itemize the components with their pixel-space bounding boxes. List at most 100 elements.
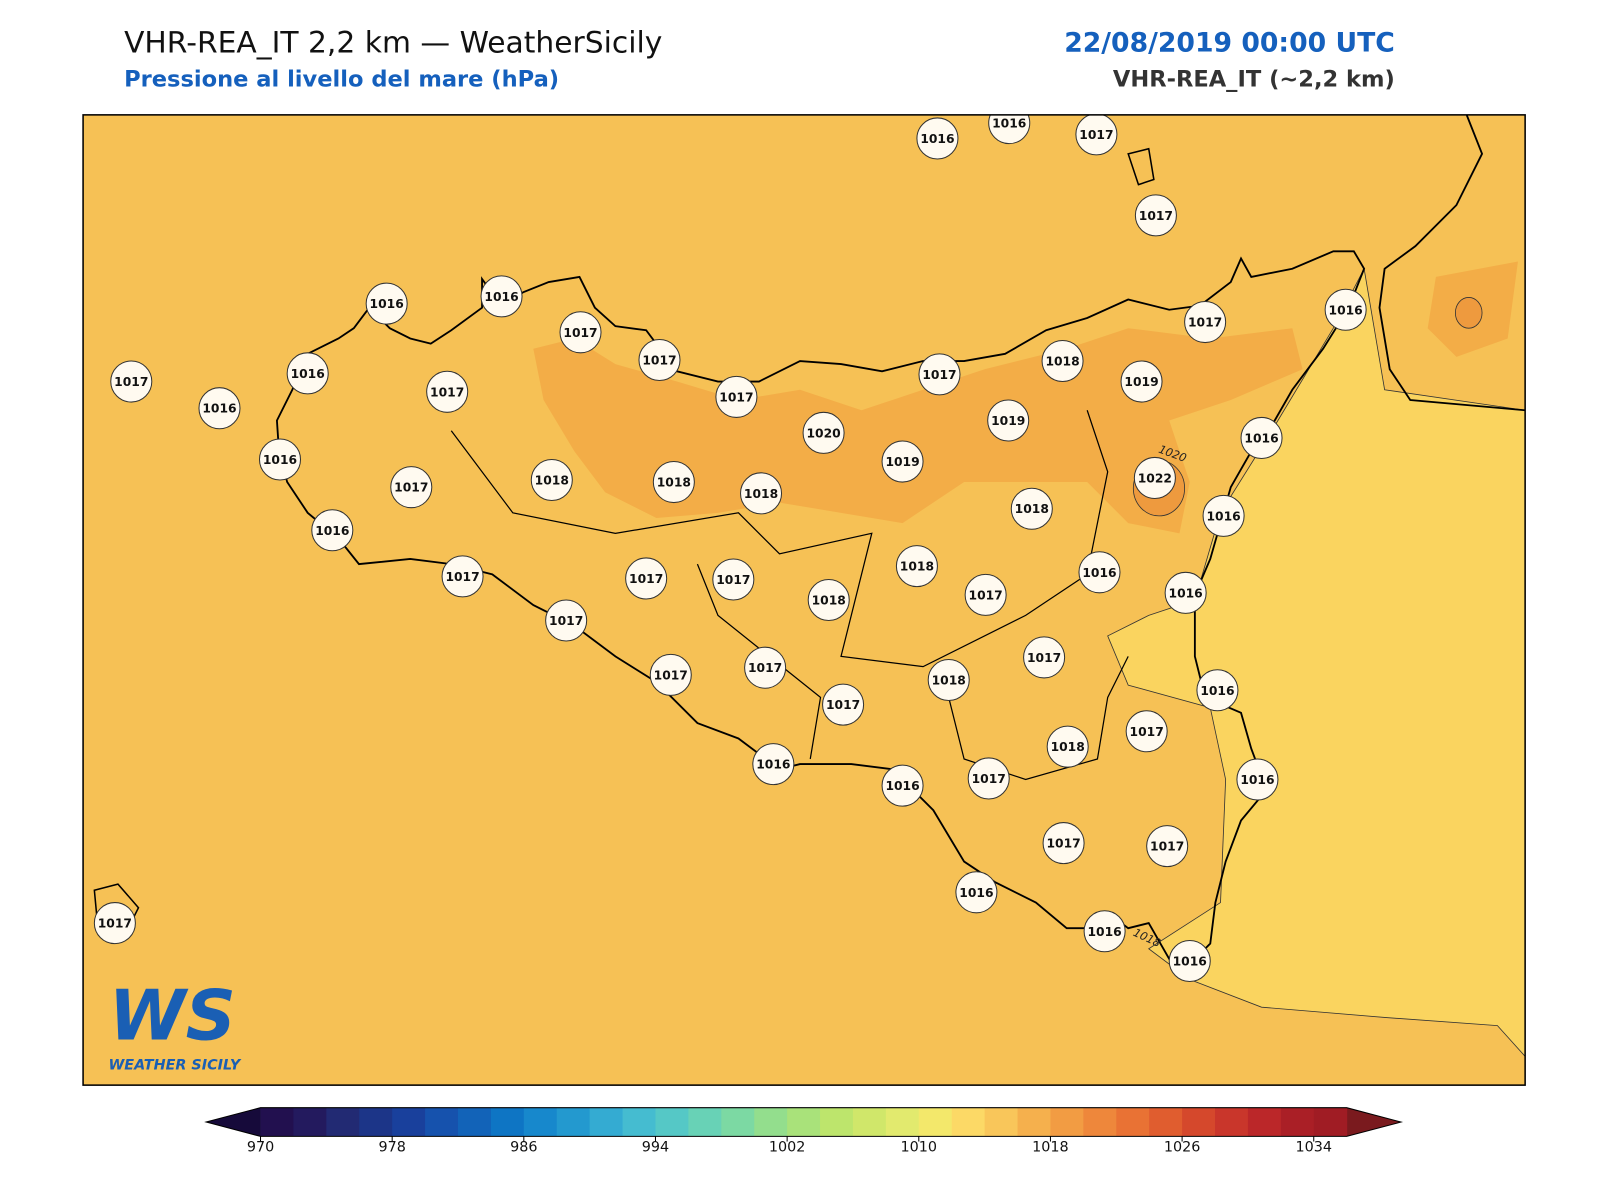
station-value: 1022 [1138,471,1172,485]
colorbar-tick-label: 1002 [769,1140,806,1156]
station-value: 1018 [535,474,569,488]
station-value: 1016 [1206,509,1240,523]
colorbar-swatch [425,1107,459,1137]
station-value: 1018 [1051,740,1085,754]
colorbar-swatch [293,1107,327,1137]
colorbar-over [1346,1107,1402,1137]
station-value: 1018 [1045,355,1079,369]
station-value: 1016 [291,367,325,381]
station-value: 1016 [1173,955,1207,969]
station-value: 1017 [1188,316,1222,330]
station-value: 1018 [1015,502,1049,516]
station-value: 1017 [114,375,148,389]
station-value: 1017 [549,614,583,628]
colorbar-swatch [359,1107,393,1137]
colorbar-swatch [787,1107,821,1137]
station-marker [1010,487,1053,530]
station-value: 1016 [370,297,404,311]
datetime: 22/08/2019 00:00 UTC [1064,28,1395,59]
station-marker [916,117,959,160]
station-marker [1236,758,1279,801]
colorbar-swatch [852,1107,887,1137]
colorbar-swatch [490,1107,525,1137]
station-marker [365,282,408,325]
station-marker [1023,636,1066,679]
station-marker [987,399,1030,442]
station-marker [955,871,998,914]
pressure-core [1454,297,1483,329]
station-value: 1017 [1027,651,1061,665]
station-marker [802,411,845,454]
colorbar-tick-label: 978 [378,1140,405,1156]
station-marker [964,573,1007,616]
colorbar-swatch [688,1107,722,1137]
station-marker [715,375,758,418]
colorbar-outline [204,1107,1404,1137]
station-value: 1016 [315,524,349,538]
station-value: 1016 [920,132,954,146]
station-marker [625,557,668,600]
station-value: 1019 [1124,375,1158,389]
title: VHR-REA_IT 2,2 km — WeatherSicily [124,26,662,61]
station-value: 1017 [98,917,132,931]
colorbar-tick-label: 1018 [1032,1140,1069,1156]
colorbar-swatch [589,1107,624,1137]
station-marker [559,311,602,354]
station-marker [967,757,1010,800]
station-marker [1133,456,1176,499]
station-value: 1016 [1169,586,1203,600]
station-value: 1017 [972,772,1006,786]
colorbar-swatch [1280,1107,1315,1137]
colorbar-swatch [457,1107,492,1137]
station-marker [545,599,588,642]
colorbar-tick-label: 986 [510,1140,537,1156]
station-value: 1016 [1200,684,1234,698]
colorbar-swatch [885,1107,920,1137]
station-marker [1134,194,1177,237]
colorbar-tick-label: 994 [642,1140,669,1156]
subtitle: Pressione al livello del mare (hPa) [124,67,559,93]
station-marker [286,352,329,395]
station-marker [1075,114,1118,156]
station-marker [895,545,938,588]
station-value: 1019 [991,414,1025,428]
station-marker [93,902,136,945]
station-value: 1016 [959,886,993,900]
colorbar-swatch [1083,1107,1117,1137]
station-marker [752,743,795,786]
colorbar-swatch [1017,1107,1051,1137]
map-frame [82,114,1526,1086]
colorbar-swatch [622,1107,656,1137]
station-marker [638,338,681,382]
station-marker [918,353,961,396]
station-marker [881,440,924,483]
station-value: 1017 [654,668,688,682]
station-value: 1016 [1087,925,1121,939]
station-marker [652,461,695,504]
station-value: 1018 [932,674,966,688]
colorbar-swatch [260,1107,294,1137]
station-value: 1017 [445,570,479,584]
station-value: 1016 [484,290,518,304]
stations: 1016 1016 1017 1017 1016 1016 1017 1017 1017 1016… [93,114,1367,983]
colorbar-swatch [1247,1107,1282,1137]
map-area: 1016 1016 1017 1017 1016 1016 1017 1017 1017 1016… [83,114,1526,1086]
colorbar-swatch [1182,1107,1216,1137]
station-marker [1120,360,1163,403]
station-marker [1196,669,1239,712]
station-value: 1016 [202,402,236,416]
station-marker [822,683,865,726]
colorbar-swatch [556,1107,591,1137]
station-marker [311,509,354,552]
station-value: 1017 [563,326,597,340]
station-value: 1016 [1244,431,1278,445]
colorbar-swatch [754,1107,788,1137]
station-value: 1019 [885,455,919,469]
station-value: 1018 [812,594,846,608]
colorbar-swatch [523,1107,558,1137]
station-value: 1017 [716,573,750,587]
station-marker [1078,551,1121,594]
station-value: 1017 [1150,840,1184,854]
